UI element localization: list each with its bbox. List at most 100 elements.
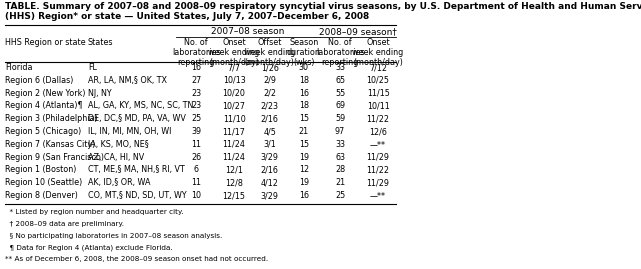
Text: Onset
week ending
(month/day): Onset week ending (month/day) bbox=[353, 38, 404, 68]
Text: 16: 16 bbox=[299, 191, 309, 200]
Text: 12: 12 bbox=[299, 165, 309, 175]
Text: Region 10 (Seattle): Region 10 (Seattle) bbox=[4, 178, 82, 187]
Text: NJ, NY: NJ, NY bbox=[88, 89, 112, 98]
Text: 2/23: 2/23 bbox=[261, 101, 279, 111]
Text: 2007–08 season: 2007–08 season bbox=[211, 27, 285, 36]
Text: Region 7 (Kansas City): Region 7 (Kansas City) bbox=[4, 140, 95, 149]
Text: 25: 25 bbox=[191, 114, 201, 123]
Text: Season
duration
(wks): Season duration (wks) bbox=[287, 38, 320, 68]
Text: Region 9 (San Francisco): Region 9 (San Francisco) bbox=[4, 153, 104, 162]
Text: 4/5: 4/5 bbox=[263, 127, 276, 136]
Text: § No participating laboratories in 2007–08 season analysis.: § No participating laboratories in 2007–… bbox=[4, 233, 222, 239]
Text: 11/29: 11/29 bbox=[367, 178, 390, 187]
Text: 11/24: 11/24 bbox=[222, 153, 246, 162]
Text: 11/10: 11/10 bbox=[222, 114, 246, 123]
Text: Region 3 (Philadelphia): Region 3 (Philadelphia) bbox=[4, 114, 97, 123]
Text: AL, GA, KY, MS, NC, SC, TN: AL, GA, KY, MS, NC, SC, TN bbox=[88, 101, 194, 111]
Text: 33: 33 bbox=[335, 63, 345, 72]
Text: 3/1: 3/1 bbox=[263, 140, 276, 149]
Text: 25: 25 bbox=[335, 191, 345, 200]
Text: 11/22: 11/22 bbox=[367, 114, 390, 123]
Text: 28: 28 bbox=[335, 165, 345, 175]
Text: 27: 27 bbox=[191, 76, 201, 85]
Text: 65: 65 bbox=[335, 76, 345, 85]
Text: —**: —** bbox=[370, 191, 386, 200]
Text: 7/7: 7/7 bbox=[228, 63, 240, 72]
Text: 16: 16 bbox=[191, 63, 201, 72]
Text: 33: 33 bbox=[335, 140, 345, 149]
Text: 2008–09 season†: 2008–09 season† bbox=[319, 27, 397, 36]
Text: HHS Region or state: HHS Region or state bbox=[4, 38, 85, 47]
Text: 12/8: 12/8 bbox=[225, 178, 243, 187]
Text: 2/16: 2/16 bbox=[261, 114, 279, 123]
Text: AK, ID,§ OR, WA: AK, ID,§ OR, WA bbox=[88, 178, 151, 187]
Text: No. of
laboratories
reporting: No. of laboratories reporting bbox=[172, 38, 221, 68]
Text: 39: 39 bbox=[191, 127, 201, 136]
Text: 55: 55 bbox=[335, 89, 345, 98]
Text: 10/20: 10/20 bbox=[222, 89, 246, 98]
Text: 59: 59 bbox=[335, 114, 345, 123]
Text: 10/25: 10/25 bbox=[367, 76, 390, 85]
Text: 4/12: 4/12 bbox=[261, 178, 279, 187]
Text: 18: 18 bbox=[299, 76, 309, 85]
Text: † 2008–09 data are preliminary.: † 2008–09 data are preliminary. bbox=[4, 221, 124, 227]
Text: 11/24: 11/24 bbox=[222, 140, 246, 149]
Text: 7/12: 7/12 bbox=[369, 63, 387, 72]
Text: 26: 26 bbox=[191, 153, 201, 162]
Text: —**: —** bbox=[370, 140, 386, 149]
Text: DE, DC,§ MD, PA, VA, WV: DE, DC,§ MD, PA, VA, WV bbox=[88, 114, 186, 123]
Text: States: States bbox=[88, 38, 113, 47]
Text: 15: 15 bbox=[299, 140, 309, 149]
Text: 11/15: 11/15 bbox=[367, 89, 390, 98]
Text: 16: 16 bbox=[299, 89, 309, 98]
Text: 10/13: 10/13 bbox=[222, 76, 246, 85]
Text: 30: 30 bbox=[299, 63, 309, 72]
Text: 11: 11 bbox=[191, 178, 201, 187]
Text: IL, IN, MI, MN, OH, WI: IL, IN, MI, MN, OH, WI bbox=[88, 127, 171, 136]
Text: 97: 97 bbox=[335, 127, 345, 136]
Text: 23: 23 bbox=[191, 101, 201, 111]
Text: Onset
week ending
(month/day): Onset week ending (month/day) bbox=[208, 38, 260, 68]
Text: 12/6: 12/6 bbox=[369, 127, 387, 136]
Text: 11/22: 11/22 bbox=[367, 165, 390, 175]
Text: 19: 19 bbox=[299, 153, 309, 162]
Text: 21: 21 bbox=[299, 127, 309, 136]
Text: 21: 21 bbox=[335, 178, 345, 187]
Text: Region 8 (Denver): Region 8 (Denver) bbox=[4, 191, 78, 200]
Text: 11/17: 11/17 bbox=[222, 127, 246, 136]
Text: ¶ Data for Region 4 (Atlanta) exclude Florida.: ¶ Data for Region 4 (Atlanta) exclude Fl… bbox=[4, 245, 172, 251]
Text: 23: 23 bbox=[191, 89, 201, 98]
Text: 12/1: 12/1 bbox=[225, 165, 243, 175]
Text: IA, KS, MO, NE§: IA, KS, MO, NE§ bbox=[88, 140, 149, 149]
Text: CT, ME,§ MA, NH,§ RI, VT: CT, ME,§ MA, NH,§ RI, VT bbox=[88, 165, 185, 175]
Text: 2/9: 2/9 bbox=[263, 76, 276, 85]
Text: 10/11: 10/11 bbox=[367, 101, 390, 111]
Text: Region 4 (Atlanta)¶: Region 4 (Atlanta)¶ bbox=[4, 101, 83, 111]
Text: 1/26: 1/26 bbox=[261, 63, 279, 72]
Text: 63: 63 bbox=[335, 153, 345, 162]
Text: AZ, CA, HI, NV: AZ, CA, HI, NV bbox=[88, 153, 144, 162]
Text: 19: 19 bbox=[299, 178, 309, 187]
Text: * Listed by region number and headquarter city.: * Listed by region number and headquarte… bbox=[4, 210, 183, 215]
Text: Region 5 (Chicago): Region 5 (Chicago) bbox=[4, 127, 81, 136]
Text: No. of
laboratories
reporting: No. of laboratories reporting bbox=[316, 38, 364, 68]
Text: CO, MT,§ ND, SD, UT, WY: CO, MT,§ ND, SD, UT, WY bbox=[88, 191, 187, 200]
Text: 15: 15 bbox=[299, 114, 309, 123]
Text: AR, LA, NM,§ OK, TX: AR, LA, NM,§ OK, TX bbox=[88, 76, 167, 85]
Text: Region 1 (Boston): Region 1 (Boston) bbox=[4, 165, 76, 175]
Text: 3/29: 3/29 bbox=[261, 153, 279, 162]
Text: 12/15: 12/15 bbox=[222, 191, 246, 200]
Text: 10: 10 bbox=[191, 191, 201, 200]
Text: 3/29: 3/29 bbox=[261, 191, 279, 200]
Text: 69: 69 bbox=[335, 101, 345, 111]
Text: ** As of December 6, 2008, the 2008–09 season onset had not occurred.: ** As of December 6, 2008, the 2008–09 s… bbox=[4, 256, 268, 262]
Text: 6: 6 bbox=[194, 165, 199, 175]
Text: 18: 18 bbox=[299, 101, 309, 111]
Text: Region 2 (New York): Region 2 (New York) bbox=[4, 89, 85, 98]
Text: TABLE. Summary of 2007–08 and 2008–09 respiratory syncytial virus seasons, by U.: TABLE. Summary of 2007–08 and 2008–09 re… bbox=[4, 2, 641, 21]
Text: Offset
week ending
(month/day): Offset week ending (month/day) bbox=[244, 38, 296, 68]
Text: 2/2: 2/2 bbox=[263, 89, 276, 98]
Text: Region 6 (Dallas): Region 6 (Dallas) bbox=[4, 76, 73, 85]
Text: Florida: Florida bbox=[4, 63, 32, 72]
Text: FL: FL bbox=[88, 63, 97, 72]
